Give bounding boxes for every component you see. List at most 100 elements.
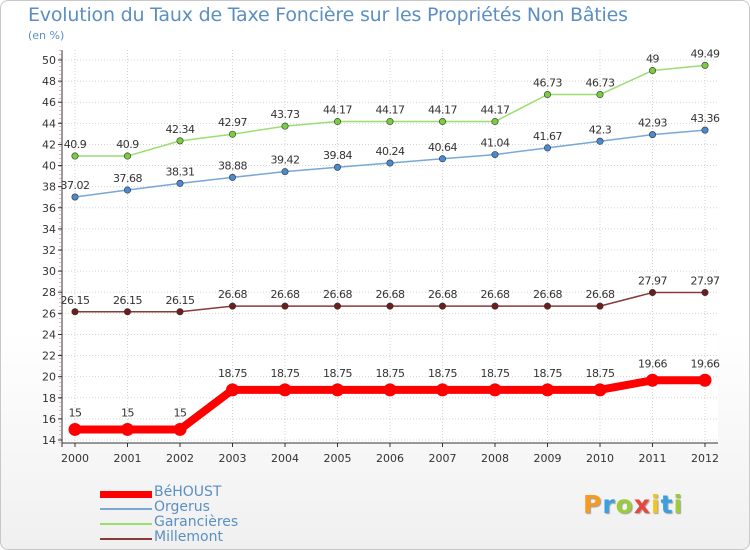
data-label: 15 — [121, 406, 134, 419]
x-tick-label: 2011 — [639, 452, 667, 465]
logo-letter: P — [583, 490, 603, 519]
x-tick-label: 2002 — [166, 452, 194, 465]
logo-letter: x — [633, 490, 651, 519]
data-point — [281, 302, 289, 310]
data-point — [124, 152, 132, 160]
data-label: 46.73 — [586, 77, 615, 90]
x-tick-label: 2009 — [534, 452, 562, 465]
data-label: 26.68 — [428, 288, 457, 301]
data-label: 15 — [69, 406, 82, 419]
data-point — [648, 131, 656, 139]
x-tick-label: 2000 — [61, 452, 89, 465]
data-point — [386, 118, 394, 126]
data-point — [543, 91, 551, 99]
y-tick-label: 26 — [42, 307, 56, 320]
data-label: 15 — [174, 406, 187, 419]
logo-letter: i — [673, 490, 684, 519]
data-point — [71, 193, 79, 201]
data-label: 42.97 — [218, 116, 247, 129]
y-tick-label: 20 — [42, 371, 56, 384]
data-point — [701, 61, 709, 69]
y-tick-label: 16 — [42, 413, 56, 426]
data-point — [701, 289, 709, 297]
data-point — [543, 144, 551, 152]
y-tick-label: 38 — [42, 181, 56, 194]
logo-letter: t — [660, 490, 674, 519]
data-label: 26.68 — [376, 288, 405, 301]
x-tick-label: 2008 — [481, 452, 509, 465]
data-label: 40.9 — [116, 138, 139, 151]
data-point — [331, 383, 344, 397]
data-point — [176, 179, 184, 187]
legend-swatch-orgerus — [100, 508, 152, 510]
data-point — [124, 308, 132, 316]
data-point — [596, 137, 604, 145]
chart-unit: (en %) — [28, 29, 65, 42]
data-point — [278, 383, 292, 397]
data-label: 42.93 — [638, 117, 667, 130]
data-point — [68, 422, 82, 436]
x-tick-label: 2006 — [376, 452, 404, 465]
data-label: 37.02 — [61, 179, 90, 192]
data-point — [491, 302, 499, 310]
x-tick-label: 2001 — [114, 452, 142, 465]
legend-label-garancieres: Garancières — [154, 514, 239, 530]
data-point — [491, 151, 499, 159]
data-label: 26.68 — [271, 288, 300, 301]
data-point — [438, 118, 446, 126]
logo-letter: o — [615, 490, 634, 519]
y-tick-label: 22 — [42, 350, 56, 363]
data-point — [333, 118, 341, 126]
data-label: 26.15 — [61, 294, 90, 307]
y-tick-label: 34 — [42, 223, 56, 236]
data-label: 41.04 — [481, 137, 510, 150]
data-point — [648, 289, 656, 297]
data-point — [281, 168, 289, 176]
legend-swatch-garancieres — [100, 523, 152, 525]
chart-title: Evolution du Taux de Taxe Foncière sur l… — [28, 4, 628, 26]
data-label: 18.75 — [481, 367, 510, 380]
data-label: 26.68 — [218, 288, 247, 301]
data-point — [226, 383, 239, 397]
data-label: 44.17 — [323, 104, 352, 117]
data-point — [646, 373, 659, 387]
y-tick-label: 50 — [42, 54, 56, 67]
data-label: 26.15 — [113, 294, 142, 307]
y-tick-label: 18 — [42, 392, 56, 405]
data-label: 40.9 — [64, 138, 87, 151]
data-label: 43.73 — [271, 108, 300, 121]
data-label: 18.75 — [586, 367, 615, 380]
data-label: 38.88 — [218, 159, 247, 172]
data-label: 18.75 — [533, 367, 562, 380]
legend-label-behoust: BéHOUST — [154, 484, 222, 500]
data-point — [386, 159, 394, 167]
proxiti-logo: Proxiti — [583, 490, 683, 519]
x-tick-label: 2012 — [691, 452, 719, 465]
data-label: 41.67 — [533, 130, 562, 143]
data-label: 39.84 — [323, 149, 352, 162]
data-point — [488, 383, 502, 397]
data-point — [596, 302, 604, 310]
legend-label-millemont: Millemont — [154, 529, 223, 545]
y-tick-label: 14 — [42, 434, 56, 447]
data-point — [71, 152, 79, 160]
data-label: 42.3 — [589, 123, 612, 136]
data-label: 19.66 — [691, 357, 720, 370]
legend-swatch-behoust — [100, 491, 152, 498]
data-point — [593, 383, 607, 397]
data-point — [333, 163, 341, 171]
data-label: 26.68 — [586, 288, 615, 301]
data-point — [648, 67, 656, 75]
logo-letter: i — [651, 490, 661, 519]
data-label: 44.17 — [428, 104, 457, 117]
data-label: 26.68 — [481, 288, 510, 301]
data-point — [229, 302, 237, 310]
data-label: 27.97 — [691, 275, 720, 288]
data-point — [173, 422, 187, 436]
data-point — [71, 308, 79, 316]
data-label: 18.75 — [376, 367, 405, 380]
data-label: 26.68 — [533, 288, 562, 301]
data-label: 42.34 — [166, 123, 195, 136]
data-label: 26.68 — [323, 288, 352, 301]
